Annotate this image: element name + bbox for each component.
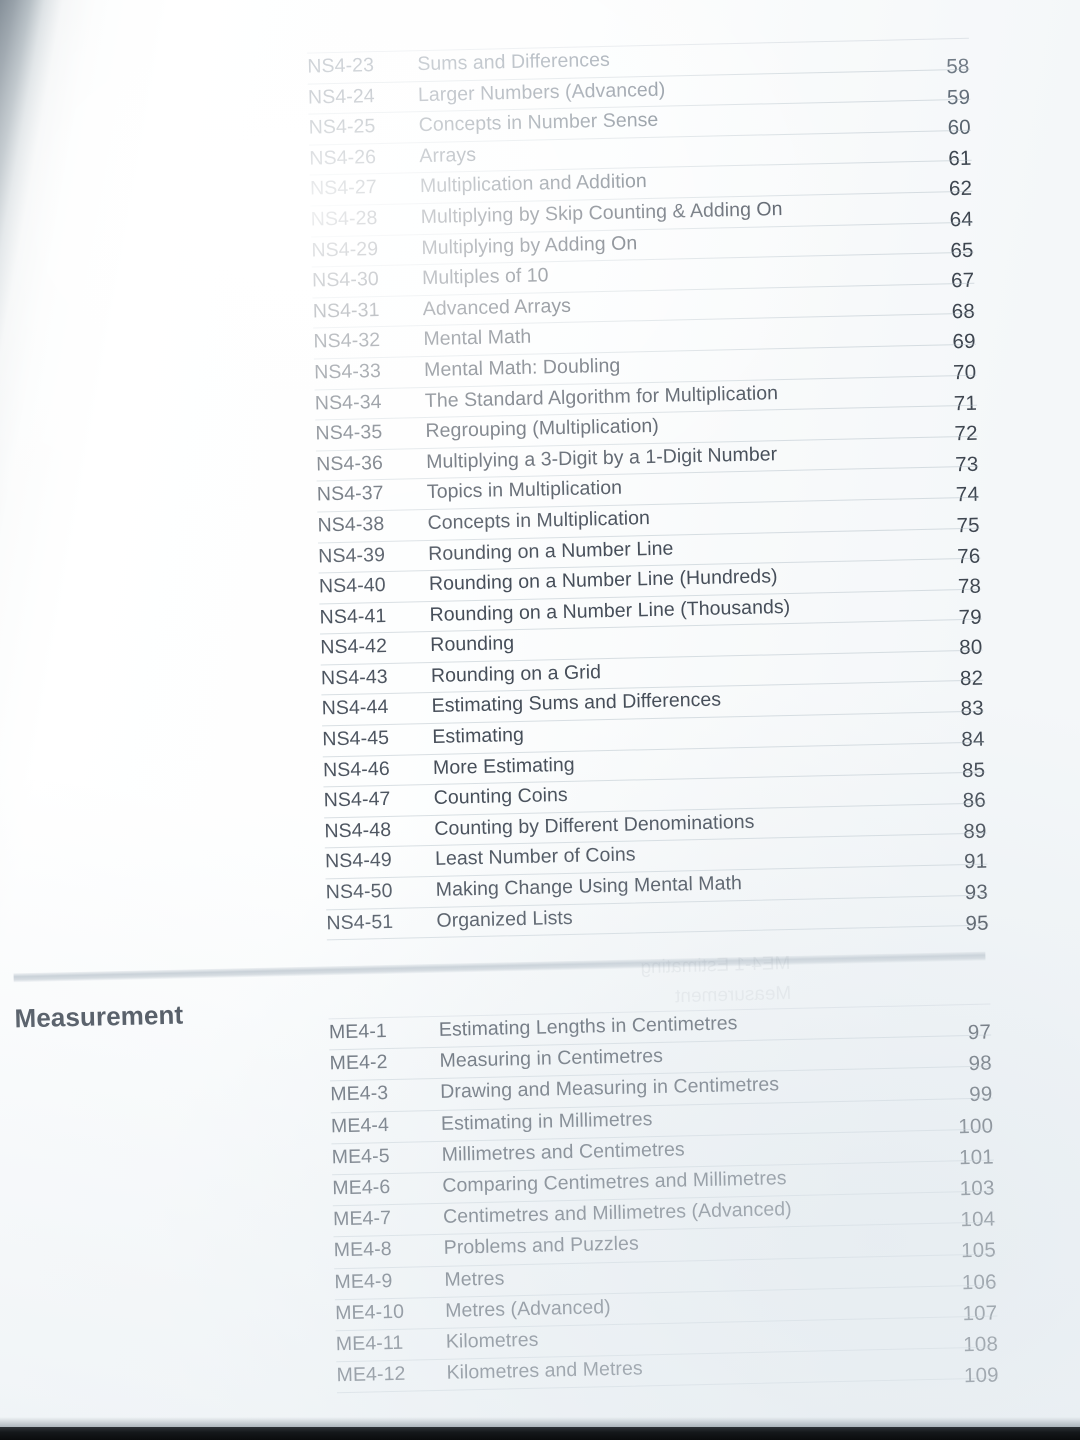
toc-list-number-sense: NS4-23 Sums and Differences 58 NS4-24 Larger… (307, 37, 989, 941)
section-divider (13, 951, 986, 983)
toc-entry-title: Multiplying by Skip Counting & Adding On (420, 197, 783, 229)
toc-entry-title: Centimetres and Millimetres (Advanced) (442, 1198, 792, 1228)
toc-entry-page-number: 109 (963, 1363, 1000, 1388)
toc-entry-title: Counting Coins (433, 784, 568, 810)
toc-entry-title: Millimetres and Centimetres (441, 1138, 685, 1166)
toc-entry-title: Arrays (419, 143, 477, 167)
toc-entry-title: Mental Math: Doubling (423, 354, 621, 381)
toc-entry-title: Mental Math (423, 325, 532, 351)
toc-entry-code: NS4-28 (310, 207, 378, 231)
toc-entry-code: ME4-10 (334, 1300, 405, 1324)
toc-entry-code: ME4-2 (329, 1051, 388, 1075)
toc-entry-code: NS4-46 (322, 757, 391, 782)
toc-entry-title: Rounding on a Number Line (Thousands) (429, 595, 791, 626)
toc-entry-code: NS4-41 (319, 604, 387, 629)
toc-entry-title: Estimating Sums and Differences (431, 688, 722, 718)
toc-entry-code: NS4-42 (320, 635, 388, 659)
toc-entry-code: NS4-23 (307, 54, 375, 78)
toc-entry-code: NS4-25 (308, 115, 376, 139)
toc-entry-code: NS4-39 (318, 543, 386, 567)
toc-entry-title: Measuring in Centimetres (439, 1045, 664, 1073)
toc-entry-code: NS4-30 (311, 268, 380, 292)
toc-entry-title: Concepts in Number Sense (418, 108, 659, 137)
page-bottom-edge (0, 1427, 1080, 1440)
toc-entry-title: Multiples of 10 (421, 264, 549, 290)
toc-entry-title: Rounding on a Number Line (428, 537, 674, 565)
toc-entry-title: Topics in Multiplication (426, 476, 623, 504)
toc-entry-title: Making Change Using Mental Math (435, 872, 743, 901)
toc-entry-code: NS4-34 (314, 390, 382, 415)
toc-entry-title: Sums and Differences (417, 48, 611, 76)
toc-entry-code: ME4-8 (333, 1238, 392, 1262)
toc-entry-title: The Standard Algorithm for Multiplicatio… (424, 381, 779, 412)
toc-entry-title: Comparing Centimetres and Millimetres (442, 1167, 787, 1197)
toc-entry-title: Multiplying a 3-Digit by a 1-Digit Numbe… (425, 442, 778, 473)
toc-entry-code: NS4-29 (311, 237, 379, 262)
toc-entry-code: ME4-1 (328, 1020, 388, 1044)
toc-entry-title: Counting by Different Denominations (434, 810, 755, 840)
toc-entry-title: Concepts in Multiplication (427, 506, 651, 534)
toc-entry-title: Problems and Puzzles (443, 1232, 639, 1260)
toc-list-measurement: ME4-1 Estimating Lengths in Centimetres 97… (328, 1003, 1000, 1394)
toc-entry-title: Estimating in Millimetres (440, 1107, 653, 1135)
toc-entry-page-number: 95 (965, 911, 989, 935)
toc-entry-title: Organized Lists (436, 906, 573, 932)
toc-entry-title: Estimating Lengths in Centimetres (438, 1012, 738, 1041)
toc-entry-code: NS4-38 (317, 512, 385, 537)
toc-entry-title: Multiplying by Adding On (421, 231, 638, 259)
toc-entry-title: Metres (Advanced) (444, 1295, 611, 1322)
toc-entry-code: ME4-7 (332, 1207, 392, 1231)
toc-entry-code: NS4-26 (309, 145, 377, 170)
toc-entry-code: ME4-9 (334, 1269, 393, 1293)
toc-entry-code: NS4-50 (325, 879, 393, 904)
toc-entry-code: NS4-40 (318, 574, 386, 598)
toc-entry-title: Regrouping (Multiplication) (425, 414, 660, 443)
toc-entry-code: NS4-51 (326, 910, 394, 934)
toc-entry-code: ME4-6 (332, 1175, 391, 1200)
toc-entry-code: ME4-12 (336, 1362, 406, 1387)
toc-entry-title: Larger Numbers (Advanced) (417, 78, 666, 106)
toc-entry-title: Drawing and Measuring in Centimetres (440, 1073, 780, 1104)
toc-entry-title: Rounding on a Number Line (Hundreds) (428, 565, 778, 596)
toc-entry-code: NS4-44 (321, 696, 389, 720)
toc-entry-code: NS4-48 (324, 818, 392, 843)
page-bottom-edge-fade (0, 1417, 1080, 1427)
toc-entry-code: NS4-43 (320, 665, 388, 690)
toc-entry-title: More Estimating (432, 753, 575, 779)
toc-entry-code: NS4-27 (309, 176, 378, 200)
toc-entry-code: NS4-24 (307, 84, 375, 109)
toc-entry-title: Multiplication and Addition (419, 170, 648, 198)
toc-entry-title: Rounding on a Grid (430, 661, 602, 687)
section-heading-measurement: Measurement (14, 999, 184, 1033)
toc-entry-code: NS4-31 (312, 298, 380, 323)
toc-entry-code: ME4-4 (330, 1113, 390, 1137)
toc-entry-code: NS4-47 (323, 788, 391, 812)
toc-entry-code: ME4-3 (330, 1082, 389, 1106)
toc-entry-title: Least Number of Coins (434, 843, 636, 871)
toc-entry-title: Estimating (432, 723, 525, 749)
toc-entry-code: NS4-37 (316, 482, 384, 506)
toc-entry-title: Metres (444, 1266, 505, 1291)
toc-entry-code: NS4-32 (313, 329, 381, 353)
toc-entry-code: NS4-36 (315, 451, 384, 476)
toc-entry-code: ME4-5 (331, 1144, 390, 1169)
toc-entry-code: NS4-33 (313, 359, 382, 384)
toc-entry-code: ME4-11 (335, 1331, 404, 1356)
toc-entry-title: Advanced Arrays (422, 294, 572, 320)
toc-entry-title: Kilometres and Metres (446, 1357, 643, 1384)
toc-entry-code: NS4-49 (324, 849, 393, 873)
toc-entry-code: NS4-45 (322, 726, 390, 751)
toc-entry-title: Kilometres (445, 1328, 539, 1353)
toc-entry-title: Rounding (430, 632, 515, 657)
toc-entry-code: NS4-35 (315, 421, 383, 445)
